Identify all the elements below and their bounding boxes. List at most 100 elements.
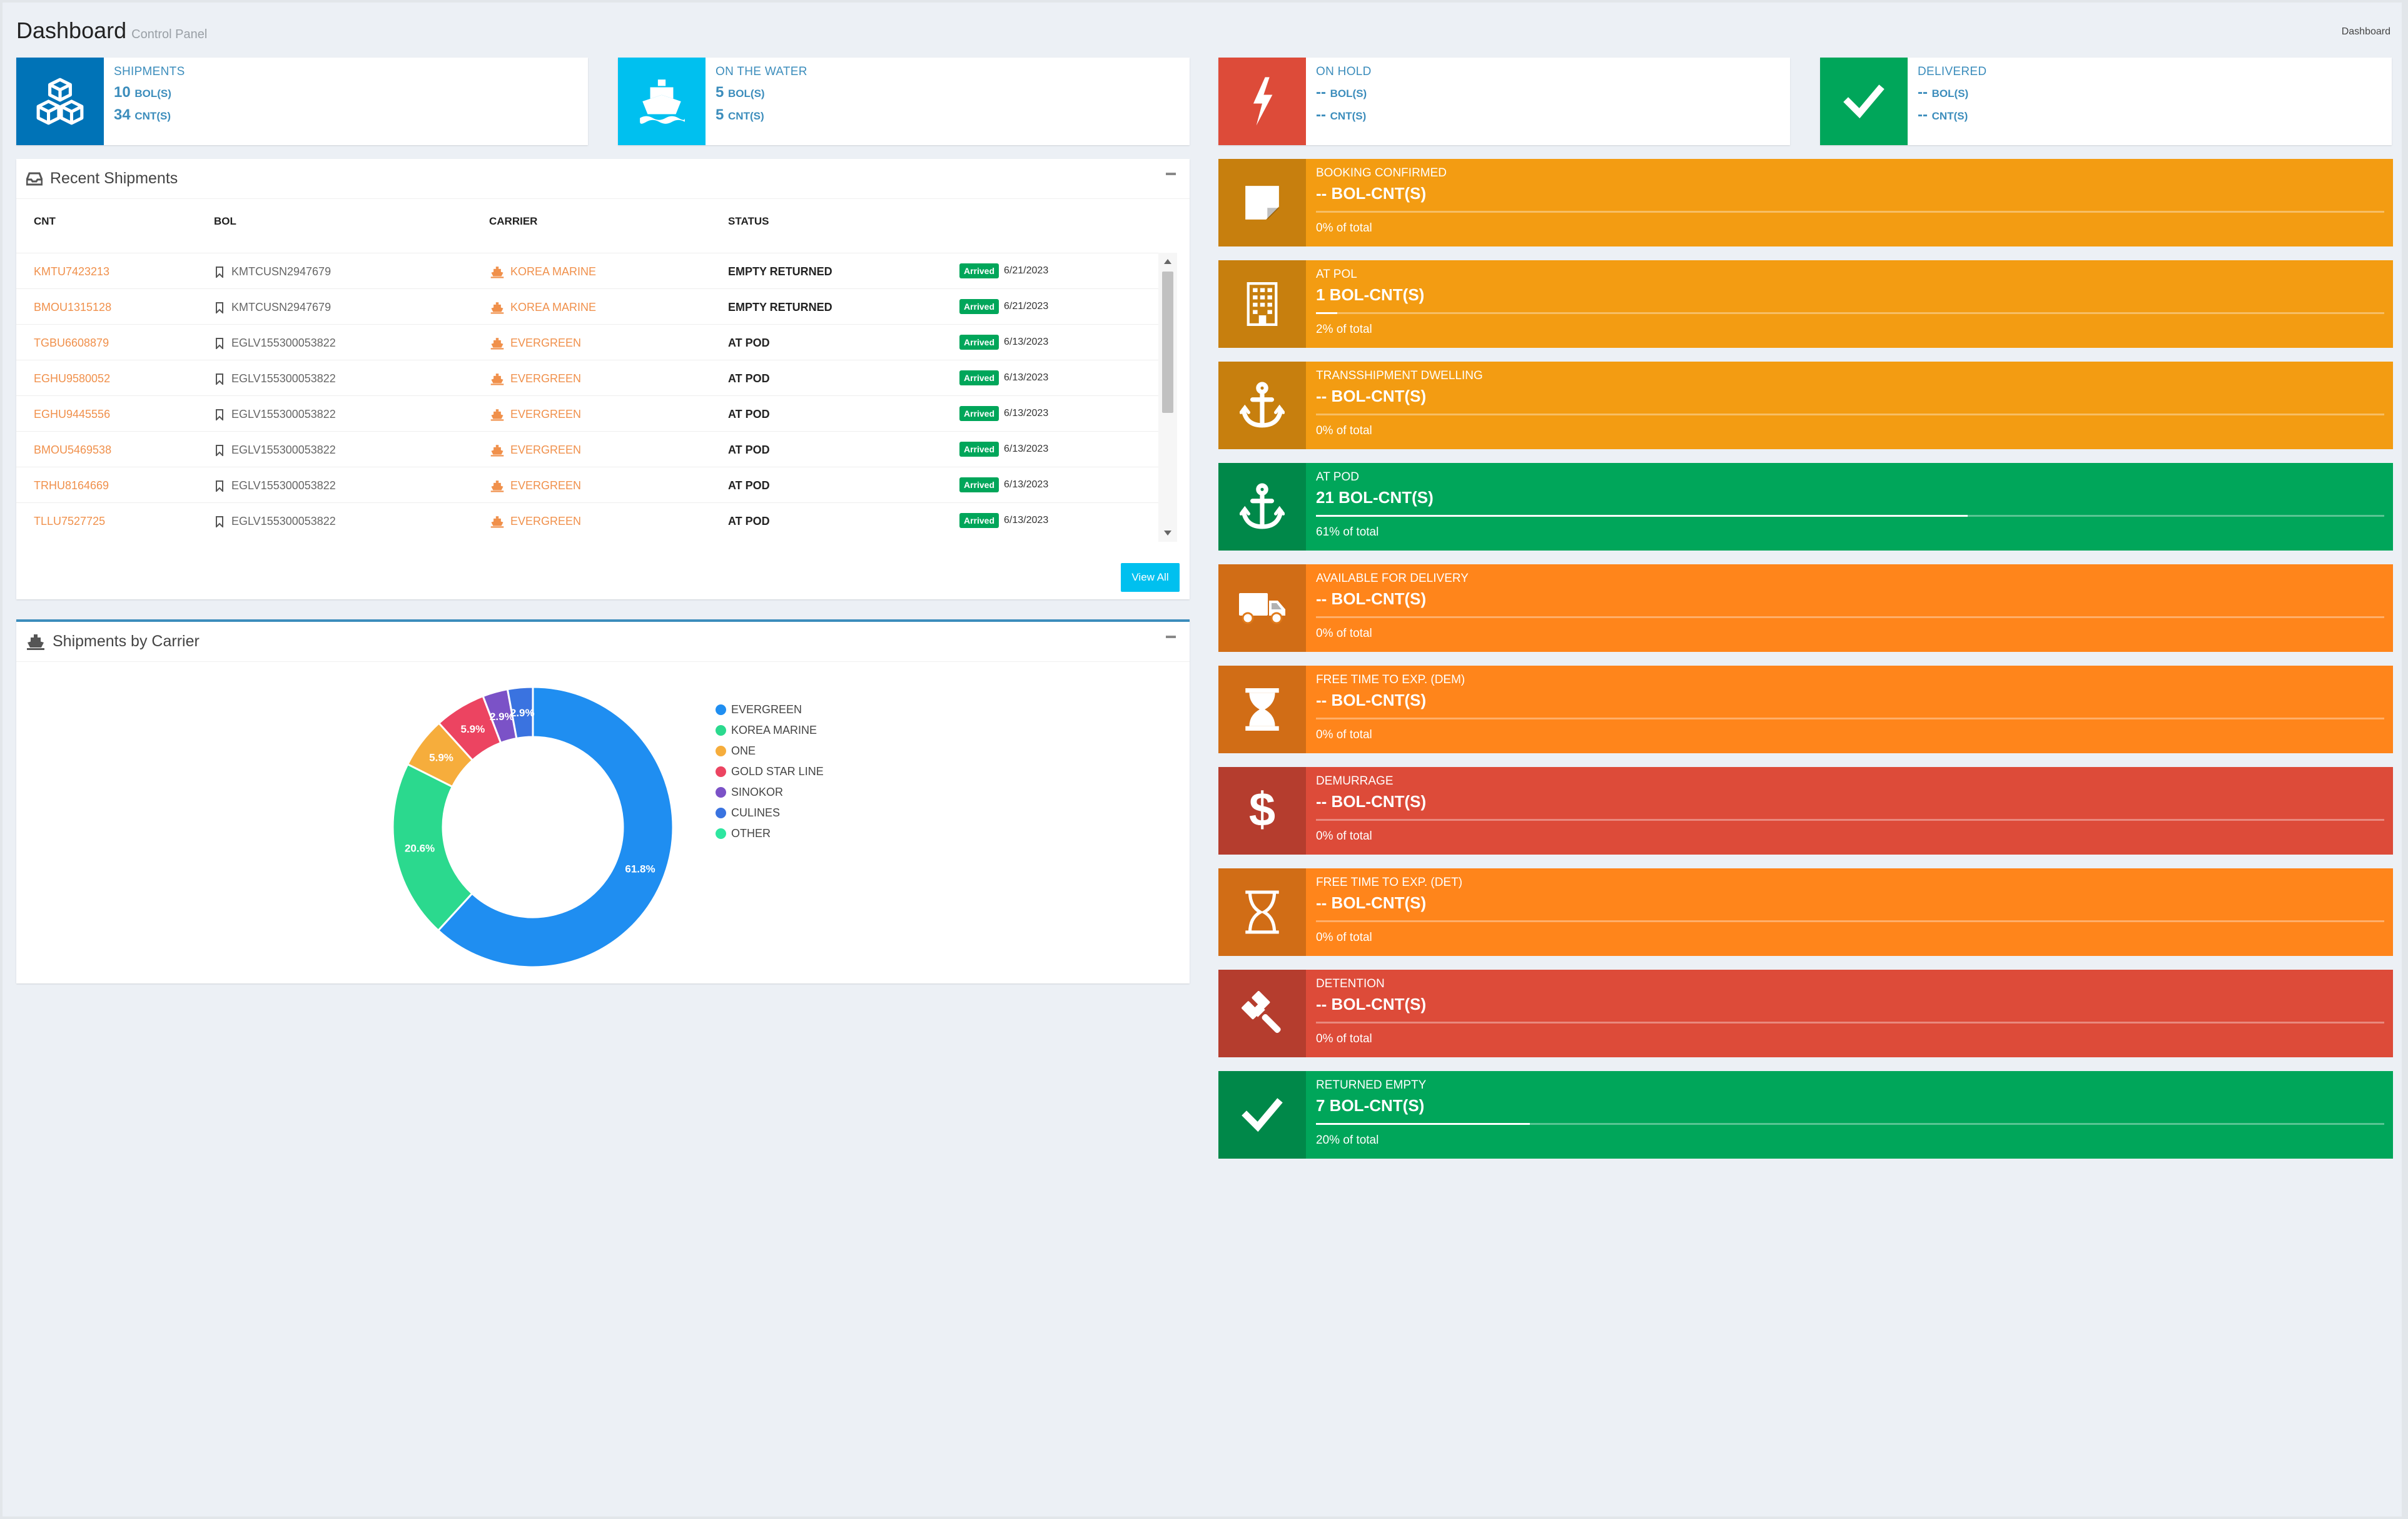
bol-number[interactable]: KMTCUSN2947679 — [231, 265, 331, 278]
legend-item[interactable]: OTHER — [716, 823, 824, 844]
table-row[interactable]: TRHU8164669 EGLV155300053822 EVERGREEN AT P… — [16, 467, 1158, 502]
carrier-name[interactable]: EVERGREEN — [510, 479, 582, 492]
bol-number[interactable]: EGLV155300053822 — [231, 444, 336, 456]
status-box-returned-empty[interactable]: RETURNED EMPTY 7 BOL-CNT(S) 20% of total — [1218, 1071, 2393, 1159]
cnt-link[interactable]: TGBU6608879 — [34, 337, 109, 349]
info-box-on-hold[interactable]: ON HOLD -- BOL(S) -- CNT(S) — [1218, 58, 1790, 145]
table-row[interactable]: TLLU7527725 EGLV155300053822 EVERGREEN AT P… — [16, 502, 1158, 538]
info-box-on-the-water[interactable]: ON THE WATER 5 BOL(S) 5 CNT(S) — [618, 58, 1190, 145]
scroll-up-arrow[interactable] — [1164, 259, 1171, 264]
carrier-cell[interactable]: EVERGREEN — [490, 479, 581, 492]
col-header-carrier[interactable]: CARRIER — [489, 215, 538, 227]
carrier-cell[interactable]: EVERGREEN — [490, 408, 581, 421]
table-row[interactable]: EGHU9580052 EGLV155300053822 EVERGREEN AT P… — [16, 360, 1158, 395]
status-box-body: DETENTION -- BOL-CNT(S) 0% of total — [1306, 970, 2393, 1057]
carrier-cell[interactable]: EVERGREEN — [490, 515, 581, 528]
legend-item[interactable]: GOLD STAR LINE — [716, 761, 824, 782]
status-badge-cell: Arrived 6/13/2023 — [959, 406, 1048, 421]
bol-number[interactable]: EGLV155300053822 — [231, 372, 336, 385]
carrier-donut-chart: 61.8% 20.6% 5.9% 5.9% 2.9%2.9% — [392, 686, 674, 968]
cnt-link[interactable]: TRHU8164669 — [34, 479, 109, 492]
col-header-status[interactable]: STATUS — [728, 215, 769, 227]
status-box-transshipment-dwelling[interactable]: TRANSSHIPMENT DWELLING -- BOL-CNT(S) 0% of… — [1218, 362, 2393, 449]
carrier-name[interactable]: EVERGREEN — [510, 444, 582, 456]
col-header-cnt[interactable]: CNT — [34, 215, 56, 227]
carrier-panel: Shipments by Carrier 61.8% 20.6% 5.9% 5.9% 2… — [16, 619, 1190, 983]
status-box-body: AVAILABLE FOR DELIVERY -- BOL-CNT(S) 0% of… — [1306, 564, 2393, 652]
scroll-thumb[interactable] — [1162, 272, 1173, 413]
bol-cell[interactable]: EGLV155300053822 — [215, 479, 336, 492]
cnt-link[interactable]: EGHU9580052 — [34, 372, 111, 385]
collapse-button[interactable] — [1166, 173, 1176, 175]
table-row[interactable]: KMTU7423213 KMTCUSN2947679 KOREA MARINE EMP… — [16, 253, 1158, 288]
carrier-name[interactable]: KOREA MARINE — [510, 301, 597, 313]
info-box-delivered[interactable]: DELIVERED -- BOL(S) -- CNT(S) — [1820, 58, 2392, 145]
bol-cell[interactable]: EGLV155300053822 — [215, 444, 336, 457]
svg-text:$: $ — [1249, 786, 1275, 836]
legend-item[interactable]: SINOKOR — [716, 782, 824, 803]
status-description: 61% of total — [1316, 526, 1379, 539]
status-box-free-time-to-exp-det[interactable]: FREE TIME TO EXP. (DET) -- BOL-CNT(S) 0% o… — [1218, 868, 2393, 956]
ship-icon — [490, 266, 504, 278]
status-box-free-time-to-exp-dem[interactable]: FREE TIME TO EXP. (DEM) -- BOL-CNT(S) 0% o… — [1218, 666, 2393, 753]
carrier-cell[interactable]: EVERGREEN — [490, 444, 581, 457]
info-box-bol: 10 BOL(S) — [114, 84, 171, 101]
status-box-demurrage[interactable]: $ DEMURRAGE -- BOL-CNT(S) 0% of total — [1218, 767, 2393, 855]
breadcrumb[interactable]: Dashboard — [2341, 26, 2390, 37]
status-progress — [1316, 1123, 2384, 1125]
table-row[interactable]: BMOU1315128 KMTCUSN2947679 KOREA MARINE EMP… — [16, 288, 1158, 324]
bol-number[interactable]: KMTCUSN2947679 — [231, 301, 331, 313]
status-box-available-for-delivery[interactable]: AVAILABLE FOR DELIVERY -- BOL-CNT(S) 0% of… — [1218, 564, 2393, 652]
carrier-name[interactable]: EVERGREEN — [510, 408, 582, 420]
legend-item[interactable]: EVERGREEN — [716, 699, 824, 720]
bol-number[interactable]: EGLV155300053822 — [231, 515, 336, 527]
view-all-button[interactable]: View All — [1121, 563, 1180, 592]
cnt-link[interactable]: TLLU7527725 — [34, 515, 106, 527]
status-description: 0% of total — [1316, 424, 1372, 437]
legend-item[interactable]: ONE — [716, 741, 824, 761]
slice-label: 5.9% — [460, 723, 485, 735]
cnt-link[interactable]: EGHU9445556 — [34, 408, 111, 420]
legend-item[interactable]: CULINES — [716, 803, 824, 823]
cnt-link[interactable]: KMTU7423213 — [34, 265, 110, 278]
bol-cell[interactable]: KMTCUSN2947679 — [215, 301, 331, 314]
table-scrollbar[interactable] — [1158, 253, 1177, 542]
status-box-at-pod[interactable]: AT POD 21 BOL-CNT(S) 61% of total — [1218, 463, 2393, 551]
carrier-name[interactable]: EVERGREEN — [510, 515, 582, 527]
col-header-bol[interactable]: BOL — [214, 215, 236, 227]
collapse-button[interactable] — [1166, 636, 1176, 638]
status-box-body: TRANSSHIPMENT DWELLING -- BOL-CNT(S) 0% of… — [1306, 362, 2393, 449]
bol-cell[interactable]: EGLV155300053822 — [215, 337, 336, 350]
bol-cell[interactable]: EGLV155300053822 — [215, 408, 336, 421]
bol-number[interactable]: EGLV155300053822 — [231, 337, 336, 349]
bol-cell[interactable]: EGLV155300053822 — [215, 515, 336, 528]
slice-label: 61.8% — [625, 863, 655, 875]
table-row[interactable]: EGHU9445556 EGLV155300053822 EVERGREEN AT P… — [16, 395, 1158, 431]
table-row[interactable]: BMOU5469538 EGLV155300053822 EVERGREEN AT P… — [16, 431, 1158, 467]
carrier-name[interactable]: EVERGREEN — [510, 337, 582, 349]
carrier-cell[interactable]: KOREA MARINE — [490, 265, 596, 278]
status-box-at-pol[interactable]: AT POL 1 BOL-CNT(S) 2% of total — [1218, 260, 2393, 348]
legend-item[interactable]: KOREA MARINE — [716, 720, 824, 741]
slice-culines[interactable] — [506, 686, 534, 740]
bol-number[interactable]: EGLV155300053822 — [231, 479, 336, 492]
carrier-cell[interactable]: EVERGREEN — [490, 337, 581, 350]
carrier-cell[interactable]: EVERGREEN — [490, 372, 581, 385]
carrier-name[interactable]: KOREA MARINE — [510, 265, 597, 278]
bol-cell[interactable]: EGLV155300053822 — [215, 372, 336, 385]
arrival-date: 6/13/2023 — [1004, 515, 1049, 526]
carrier-cell[interactable]: KOREA MARINE — [490, 301, 596, 314]
slice-evergreen[interactable] — [437, 686, 674, 968]
carrier-name[interactable]: EVERGREEN — [510, 372, 582, 385]
cnt-link[interactable]: BMOU1315128 — [34, 301, 112, 313]
bol-number[interactable]: EGLV155300053822 — [231, 408, 336, 420]
status-box-detention[interactable]: DETENTION -- BOL-CNT(S) 0% of total — [1218, 970, 2393, 1057]
sticky-note-icon — [1218, 159, 1306, 246]
status-box-booking-confirmed[interactable]: BOOKING CONFIRMED -- BOL-CNT(S) 0% of tota… — [1218, 159, 2393, 246]
cnt-link[interactable]: BMOU5469538 — [34, 444, 112, 456]
slice-korea-marine[interactable] — [392, 763, 473, 932]
bol-cell[interactable]: KMTCUSN2947679 — [215, 265, 331, 278]
info-box-shipments[interactable]: SHIPMENTS 10 BOL(S) 34 CNT(S) — [16, 58, 588, 145]
scroll-down-arrow[interactable] — [1164, 531, 1171, 536]
table-row[interactable]: TGBU6608879 EGLV155300053822 EVERGREEN AT P… — [16, 324, 1158, 360]
